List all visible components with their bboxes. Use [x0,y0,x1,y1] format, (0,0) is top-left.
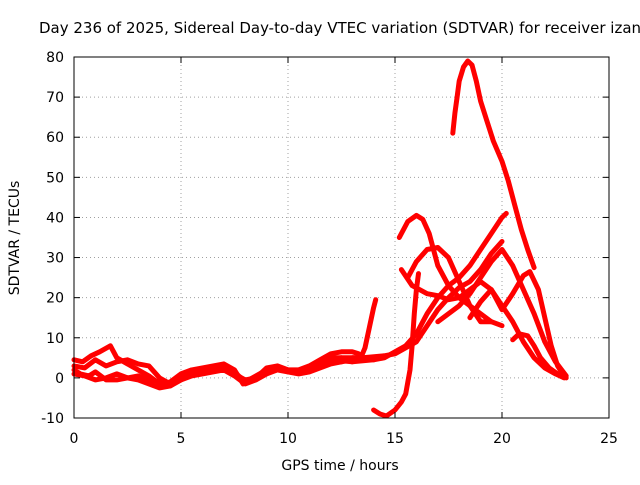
y-tick-label: 30 [46,251,64,267]
y-axis-label: SDTVAR / TECUs [7,181,23,296]
y-tick-label: 60 [46,130,64,146]
series-markers-quiet-4 [73,356,375,387]
series-markers-ramp-B [340,240,503,359]
series-layer [71,58,569,419]
x-axis-label: GPS time / hours [281,458,398,474]
y-tick-label: -10 [41,411,64,427]
series-markers-big-spike [451,59,536,269]
y-tick-label: 20 [46,291,64,307]
x-tick-label: 0 [70,431,79,447]
plot-frame [73,56,610,419]
x-tick-label: 25 [600,431,618,447]
y-tick-label: 70 [46,90,64,106]
x-tick-label: 10 [279,431,297,447]
series-markers-spike-14 [359,298,377,359]
tick-layer: 0 5 10 15 20 25 -10 0 10 20 30 40 50 60 70 80 [41,50,618,447]
x-tick-label: 15 [386,431,404,447]
series-markers-late-3 [511,332,568,379]
series-markers-late-2 [468,270,566,377]
grid-layer [74,57,609,418]
y-tick-label: 10 [46,331,64,347]
series-markers-peak-16 [398,214,503,327]
series-markers-cross-1 [400,268,566,379]
y-tick-label: 0 [55,371,64,387]
series-markers-hump-17 [406,246,493,323]
chart-title: Day 236 of 2025, Sidereal Day-to-day VTE… [39,19,640,37]
x-tick-label: 5 [177,431,186,447]
y-tick-label: 40 [46,210,64,226]
series-markers-neg-dip [372,272,420,418]
y-tick-label: 50 [46,170,64,186]
y-tick-label: 80 [46,50,64,66]
x-tick-label: 20 [493,431,511,447]
series-big-spike [450,58,537,271]
series-markers-late-1 [436,247,568,377]
series-late-1 [435,247,569,379]
